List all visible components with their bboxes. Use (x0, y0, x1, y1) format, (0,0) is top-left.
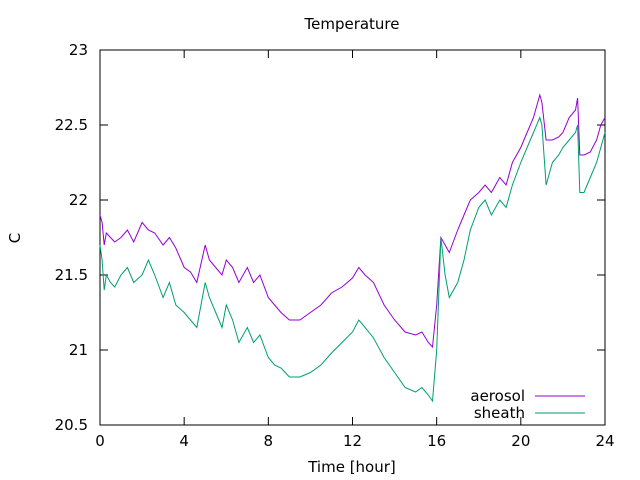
x-tick-label: 20 (511, 432, 530, 450)
x-tick-label: 4 (179, 432, 189, 450)
legend-label-aerosol: aerosol (470, 387, 525, 405)
y-tick-label: 22 (69, 191, 88, 209)
x-tick-label: 0 (95, 432, 105, 450)
chart-title: Temperature (303, 15, 399, 33)
series-layer (99, 93, 606, 403)
x-axis-label: Time [hour] (307, 458, 396, 476)
y-axis-label: C (6, 233, 24, 243)
x-tick-label: 24 (595, 432, 614, 450)
series-line-aerosol (99, 93, 606, 349)
axis-ticks: 0 4 8 12 16 20 24 20.5 21 21.5 22 22.5 23 (55, 41, 615, 450)
y-tick-label: 22.5 (55, 116, 88, 134)
y-tick-label: 20.5 (55, 416, 88, 434)
x-tick-label: 12 (343, 432, 362, 450)
y-tick-label: 21 (69, 341, 88, 359)
legend-label-sheath: sheath (474, 404, 525, 422)
y-tick-label: 21.5 (55, 266, 88, 284)
plot-frame (99, 49, 606, 426)
x-tick-label: 8 (264, 432, 274, 450)
y-tick-label: 23 (69, 41, 88, 59)
x-tick-label: 16 (427, 432, 446, 450)
series-line-sheath (99, 115, 606, 403)
